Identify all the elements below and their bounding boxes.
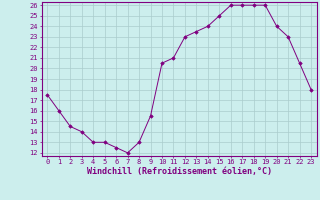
X-axis label: Windchill (Refroidissement éolien,°C): Windchill (Refroidissement éolien,°C) xyxy=(87,167,272,176)
